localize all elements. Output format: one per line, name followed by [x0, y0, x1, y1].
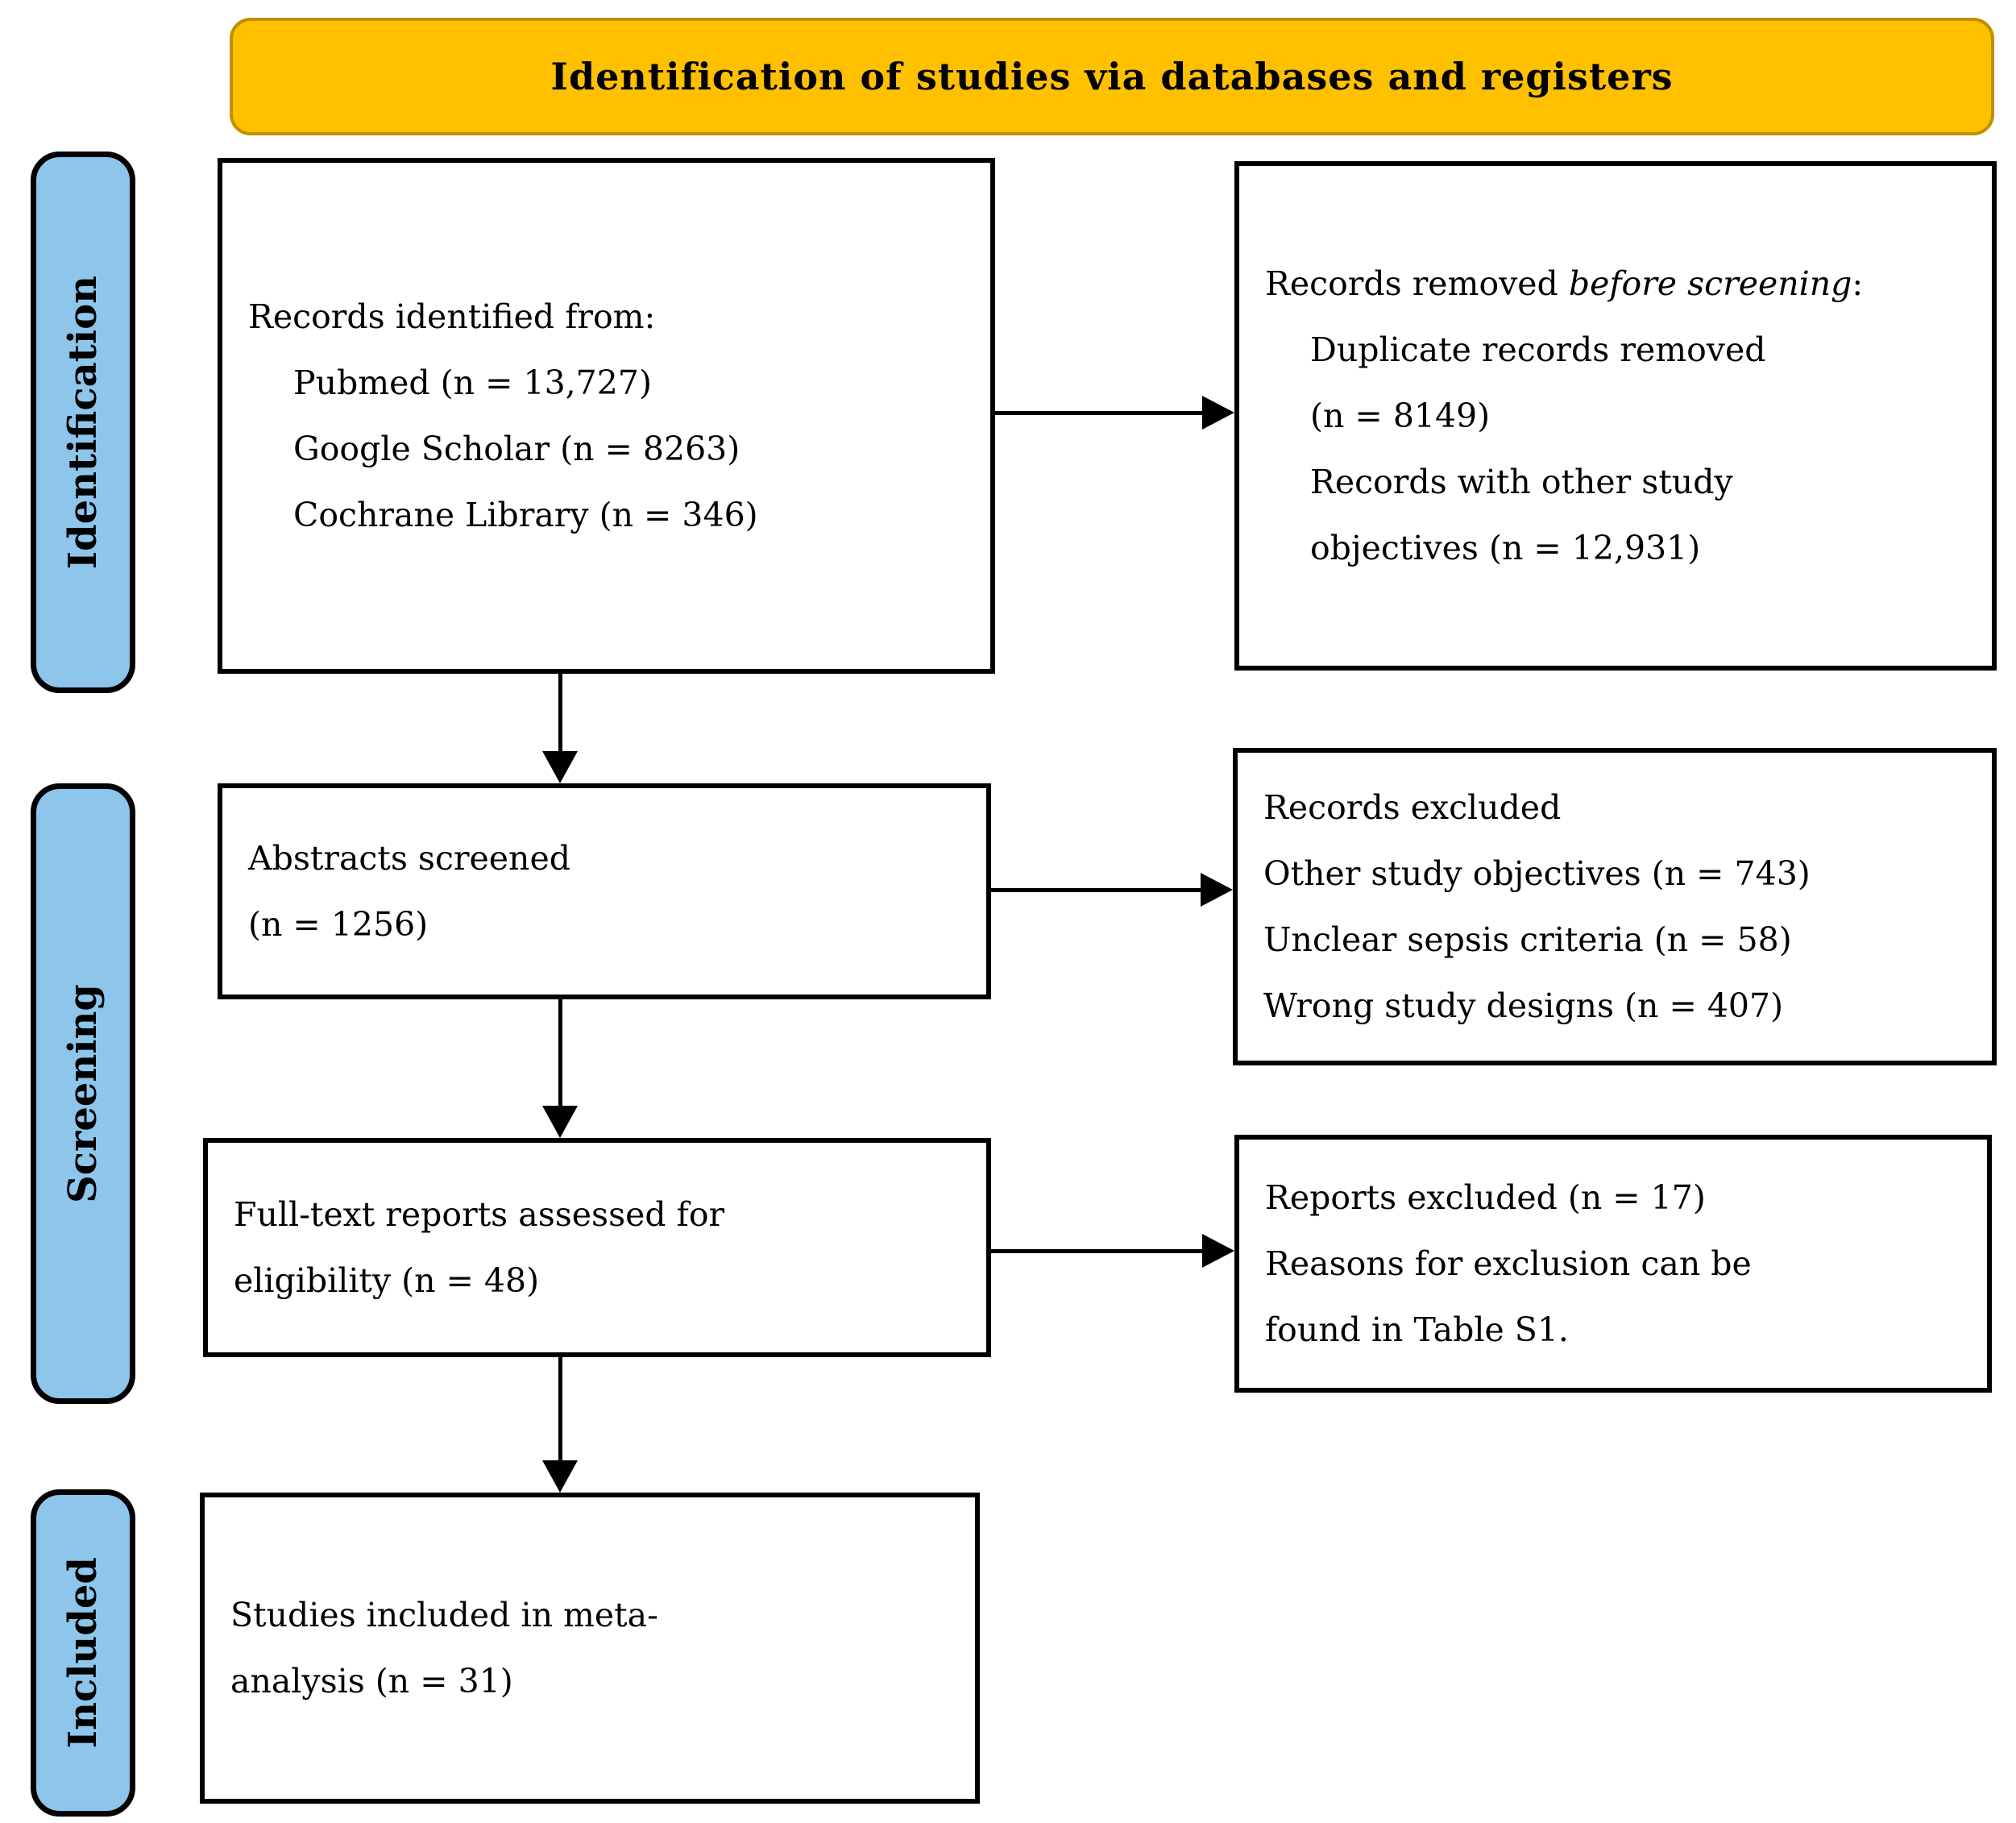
box-reports-excluded: Reports excluded (n = 17) Reasons for exc…	[1234, 1135, 1992, 1393]
stage-screening: Screening	[31, 783, 135, 1404]
text-line: objectives (n = 12,931)	[1265, 515, 1977, 581]
text-line: Records identified from:	[248, 284, 976, 350]
text-line: Pubmed (n = 13,727)	[248, 350, 976, 416]
text-line: Wrong study designs (n = 407)	[1263, 973, 1977, 1039]
text-segment: objectives (n = 12,931)	[1310, 529, 1701, 567]
text-segment: Wrong study designs (n = 407)	[1263, 986, 1784, 1025]
arrowhead-down-icon	[542, 751, 578, 783]
stage-included: Included	[31, 1489, 135, 1817]
text-line: Duplicate records removed	[1265, 317, 1977, 383]
arrow-line	[558, 999, 562, 1107]
text-segment: Unclear sepsis criteria (n = 58)	[1263, 920, 1792, 959]
text-line: Cochrane Library (n = 346)	[248, 482, 976, 548]
text-line: found in Table S1.	[1265, 1297, 1972, 1363]
text-line: Records removed before screening:	[1265, 251, 1977, 317]
text-segment: analysis (n = 31)	[230, 1662, 513, 1700]
text-segment: Duplicate records removed	[1310, 330, 1766, 369]
text-line: Reports excluded (n = 17)	[1265, 1165, 1972, 1231]
text-line: Studies included in meta-	[230, 1582, 960, 1648]
arrowhead-right-icon	[1202, 1234, 1234, 1268]
box-studies-included: Studies included in meta-analysis (n = 3…	[200, 1493, 980, 1804]
box-fulltext-assessed: Full-text reports assessed for eligibilit…	[203, 1138, 991, 1357]
text-segment: Records with other study	[1310, 463, 1733, 501]
text-line: Abstracts screened	[248, 825, 972, 891]
text-segment: Records excluded	[1263, 788, 1562, 827]
arrowhead-down-icon	[542, 1460, 578, 1493]
text-segment: Reports excluded (n = 17)	[1265, 1178, 1706, 1217]
text-segment: Other study objectives (n = 743)	[1263, 854, 1811, 893]
arrowhead-down-icon	[542, 1106, 578, 1138]
text-line: (n = 8149)	[1265, 383, 1977, 449]
arrow-line	[558, 1357, 562, 1462]
text-segment: Abstracts screened	[248, 839, 570, 878]
text-line: Unclear sepsis criteria (n = 58)	[1263, 907, 1977, 973]
text-segment: (n = 8149)	[1310, 397, 1491, 435]
stage-included-label: Included	[60, 1557, 106, 1749]
text-segment: Full-text reports assessed for	[234, 1195, 725, 1234]
text-segment: before screening	[1568, 264, 1852, 303]
text-line: Other study objectives (n = 743)	[1263, 841, 1977, 907]
text-line: Google Scholar (n = 8263)	[248, 416, 976, 482]
arrow-line	[558, 674, 562, 753]
text-segment: found in Table S1.	[1265, 1310, 1569, 1349]
text-segment: Reasons for exclusion can be	[1265, 1244, 1752, 1283]
text-line: Records excluded	[1263, 774, 1977, 841]
text-line: eligibility (n = 48)	[234, 1248, 972, 1314]
banner-title: Identification of studies via databases …	[550, 55, 1674, 98]
box-records-identified: Records identified from: Pubmed (n = 13,7…	[218, 158, 995, 674]
arrow-line	[991, 1249, 1202, 1253]
text-line: analysis (n = 31)	[230, 1648, 960, 1714]
text-segment: eligibility (n = 48)	[234, 1261, 540, 1300]
stage-identification-label: Identification	[60, 275, 106, 570]
arrowhead-right-icon	[1202, 396, 1234, 430]
box-abstracts-screened: Abstracts screened (n = 1256)	[218, 783, 991, 999]
text-line: (n = 1256)	[248, 891, 972, 957]
text-segment: :	[1852, 264, 1864, 303]
text-segment: Studies included in meta-	[230, 1596, 658, 1634]
text-line: Reasons for exclusion can be	[1265, 1231, 1972, 1297]
box-records-removed: Records removed before screening: Duplica…	[1234, 161, 1997, 671]
text-line: Full-text reports assessed for	[234, 1181, 972, 1248]
text-segment: Records identified from:	[248, 297, 656, 336]
arrow-line	[991, 888, 1201, 892]
stage-identification: Identification	[31, 152, 135, 693]
text-segment: Cochrane Library (n = 346)	[293, 496, 758, 534]
stage-screening-label: Screening	[60, 984, 106, 1203]
banner: Identification of studies via databases …	[230, 18, 1994, 135]
text-segment: Google Scholar (n = 8263)	[293, 430, 740, 468]
text-line: Records with other study	[1265, 449, 1977, 515]
text-segment: Pubmed (n = 13,727)	[293, 363, 652, 402]
text-segment: (n = 1256)	[248, 905, 429, 944]
text-segment: Records removed	[1265, 264, 1569, 303]
box-records-excluded: Records excluded Other study objectives (…	[1233, 748, 1997, 1065]
arrow-line	[995, 411, 1202, 415]
arrowhead-right-icon	[1201, 873, 1233, 907]
